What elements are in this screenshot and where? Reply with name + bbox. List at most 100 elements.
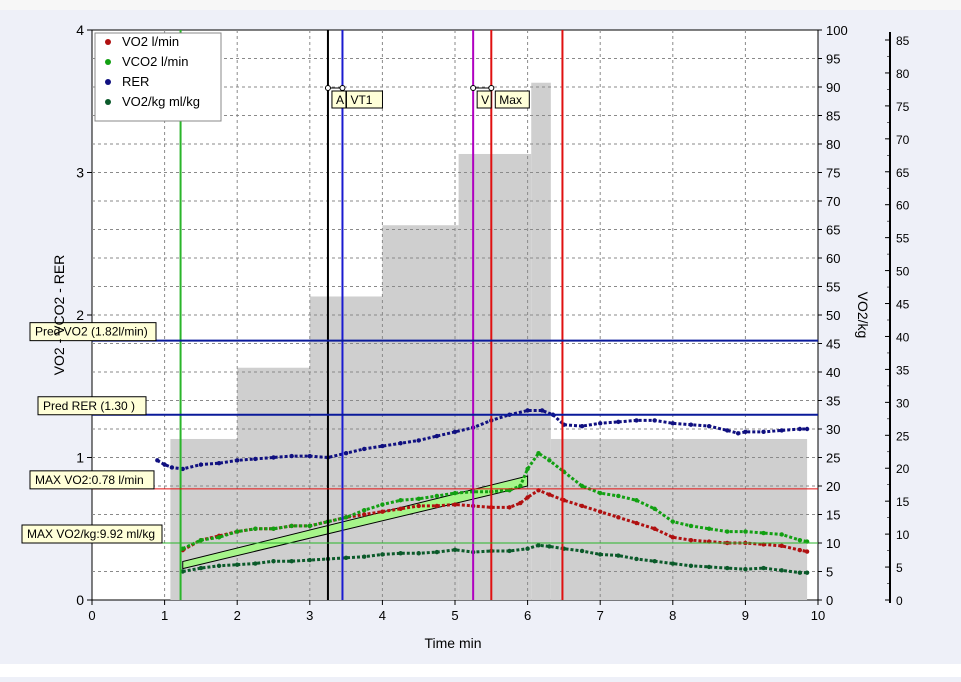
- y-right-tick-label: 60: [826, 251, 840, 266]
- series-point: [271, 559, 276, 564]
- workload-bars: [170, 82, 808, 601]
- series-point: [804, 570, 810, 575]
- legend-label: RER: [122, 74, 149, 89]
- series-point: [725, 529, 730, 534]
- reference-label-box: [29, 470, 155, 490]
- far-right-tick-label: 40: [896, 330, 910, 344]
- series-point: [804, 549, 810, 554]
- y-right-tick-label: 0: [826, 593, 833, 608]
- legend: VO2 l/min VCO2 l/min RER VO2/kg ml/kg: [94, 32, 222, 122]
- series-point: [253, 456, 258, 462]
- series-point: [452, 502, 458, 507]
- reference-label: MAX VO2:0.78 l/min: [35, 473, 144, 487]
- series-point: [797, 426, 803, 432]
- y-left-tick-label: 1: [76, 450, 84, 466]
- axes: 0 1 2 3 4 5 6 7 8 9 100123405101520253035404550556…: [76, 22, 909, 623]
- series-point: [652, 418, 657, 423]
- series-point: [398, 498, 403, 503]
- series-point: [735, 431, 741, 436]
- y-right-tick-label: 40: [826, 365, 840, 380]
- series-point: [507, 505, 512, 510]
- series-point: [547, 544, 552, 549]
- series-point: [536, 451, 541, 456]
- series-point: [518, 483, 523, 489]
- threshold-label: Max: [499, 93, 522, 107]
- series-point: [779, 568, 784, 573]
- workload-bar: [382, 225, 459, 600]
- y-left-tick-label: 0: [76, 592, 84, 608]
- series-point: [670, 421, 675, 426]
- y-right-tick-label: 10: [826, 536, 840, 551]
- series-point: [797, 570, 803, 575]
- series-point: [616, 493, 621, 499]
- series-point: [343, 515, 349, 520]
- y-right-tick-label: 75: [826, 166, 840, 181]
- series-point: [155, 458, 160, 463]
- series-point: [598, 421, 603, 426]
- series-point: [434, 503, 440, 509]
- series-point: [634, 418, 639, 423]
- x-tick-label: 7: [597, 608, 604, 623]
- series-point: [198, 565, 204, 571]
- series-point: [362, 554, 367, 559]
- series-point: [452, 429, 458, 435]
- threshold-label: A: [336, 93, 344, 107]
- series-point: [198, 462, 204, 467]
- far-right-tick-label: 55: [896, 232, 910, 246]
- series-point: [579, 423, 585, 429]
- y-right-tick-label: 90: [826, 80, 840, 95]
- y-right-tick-label: 80: [826, 137, 840, 152]
- far-right-tick-label: 60: [896, 199, 910, 213]
- series-point: [452, 547, 458, 553]
- reference-lines: Pred VO2 (1.82l/min) Pred RER (1.30 ) MAX …: [21, 322, 818, 544]
- series-point: [343, 451, 349, 456]
- y-right-tick-label: 20: [826, 479, 840, 494]
- series-point: [271, 526, 276, 531]
- threshold-label-box: [476, 90, 492, 109]
- far-right-tick-label: 25: [896, 429, 910, 443]
- y-right-tick-label: 70: [826, 194, 840, 209]
- series-point: [616, 553, 621, 558]
- series-point: [307, 523, 312, 529]
- reference-label-box: [37, 396, 147, 416]
- y-right-tick-label: 95: [826, 52, 840, 67]
- series-point: [797, 547, 803, 553]
- series-point: [670, 561, 675, 566]
- reference-label: Pred RER (1.30 ): [43, 399, 135, 413]
- series-point: [362, 446, 367, 452]
- series-point: [634, 498, 639, 503]
- workload-bar: [550, 438, 561, 600]
- marker-dot: [470, 85, 477, 91]
- series-point: [652, 526, 657, 531]
- series-point: [416, 551, 421, 556]
- series-point: [598, 490, 603, 496]
- far-right-tick-label: 5: [896, 561, 903, 575]
- series-point: [198, 537, 204, 543]
- workload-bar: [560, 438, 808, 600]
- series-point: [761, 565, 766, 571]
- series-point: [307, 453, 312, 459]
- far-right-tick-label: 50: [896, 265, 910, 279]
- series-point: [779, 543, 784, 549]
- far-right-tick-label: 80: [896, 67, 910, 81]
- series-point: [416, 503, 421, 509]
- series-point: [725, 565, 730, 571]
- series-point: [688, 537, 694, 543]
- threshold-label-box: [494, 90, 530, 109]
- y-axis-left-label: VO2 - VCO2 - RER: [51, 255, 67, 376]
- series-point: [761, 429, 766, 435]
- series-point: [289, 523, 294, 529]
- x-axis-label: Time min: [424, 635, 481, 651]
- series-point: [525, 408, 530, 413]
- series-point: [289, 453, 294, 459]
- series-point: [416, 438, 421, 443]
- series-point: [380, 502, 385, 507]
- threshold-lines: A VT1 V Max: [179, 30, 564, 600]
- y-right-tick-label: 35: [826, 394, 840, 409]
- series-point: [525, 466, 530, 472]
- threshold-label-box: [345, 90, 383, 109]
- series-point: [598, 552, 603, 557]
- y-right-tick-label: 25: [826, 451, 840, 466]
- series-point: [688, 563, 694, 568]
- series-point: [216, 461, 222, 466]
